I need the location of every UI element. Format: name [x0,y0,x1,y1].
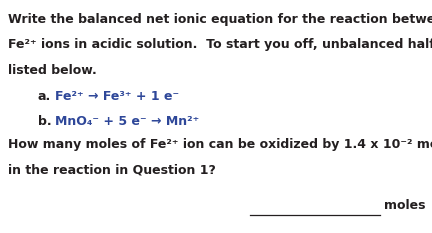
Text: b.: b. [38,115,52,128]
Text: Write the balanced net ionic equation for the reaction between the MnO₄⁻ and: Write the balanced net ionic equation fo… [8,13,432,26]
Text: a.: a. [38,89,51,103]
Text: in the reaction in Question 1?: in the reaction in Question 1? [8,164,216,177]
Text: Fe²⁺ ions in acidic solution.  To start you off, unbalanced half reactions are: Fe²⁺ ions in acidic solution. To start y… [8,38,432,51]
Text: MnO₄⁻ + 5 e⁻ → Mn²⁺: MnO₄⁻ + 5 e⁻ → Mn²⁺ [55,115,199,128]
Text: Fe²⁺ → Fe³⁺ + 1 e⁻: Fe²⁺ → Fe³⁺ + 1 e⁻ [55,89,179,103]
Text: listed below.: listed below. [8,64,97,77]
Text: moles: moles [384,199,426,212]
Text: How many moles of Fe²⁺ ion can be oxidized by 1.4 x 10⁻² moles of MnO₄⁻ ion: How many moles of Fe²⁺ ion can be oxidiz… [8,138,432,151]
